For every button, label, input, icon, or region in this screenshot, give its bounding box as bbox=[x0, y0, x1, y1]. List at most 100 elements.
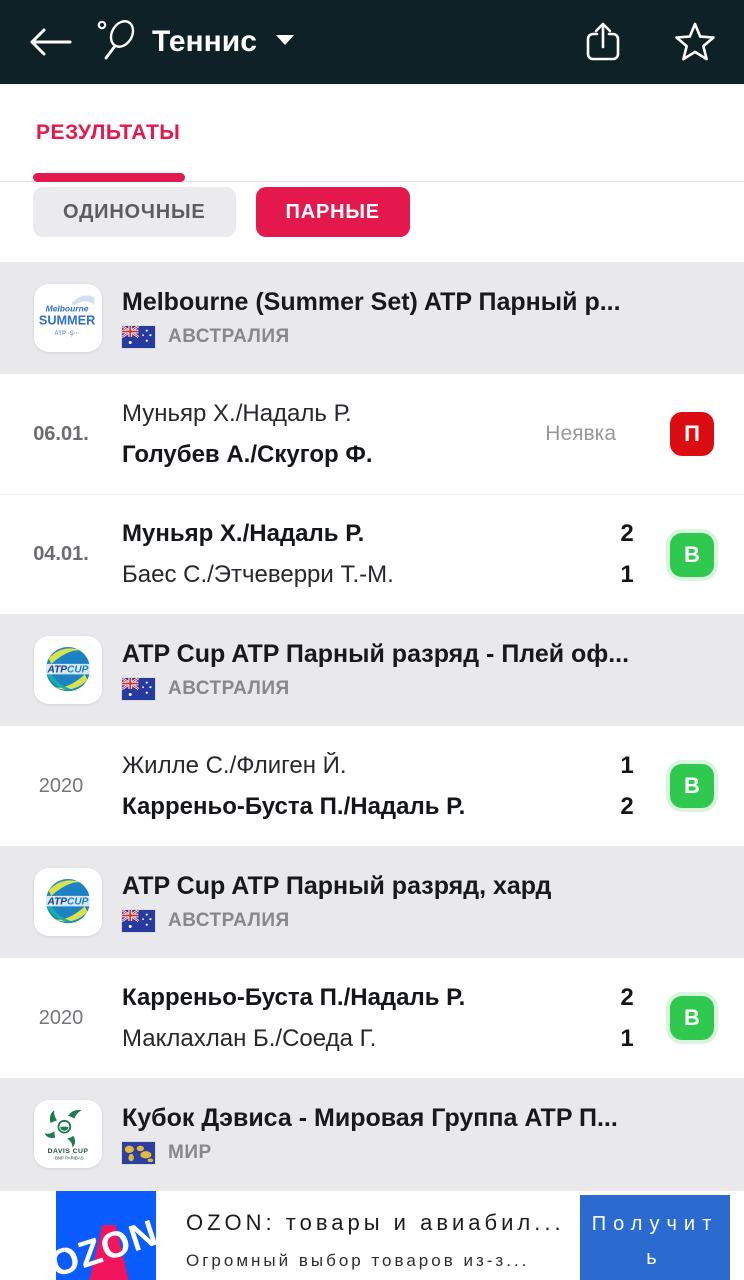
back-arrow-icon bbox=[30, 28, 72, 56]
country-flag bbox=[122, 1142, 155, 1164]
match-status: Неявка bbox=[545, 422, 616, 445]
ozon-logo-text: OZON bbox=[56, 1211, 156, 1280]
tournament-logo: DAVIS CUP · BNP PARIBAS bbox=[34, 1100, 102, 1168]
tennis-racket-icon bbox=[94, 17, 140, 68]
country-flag bbox=[122, 678, 155, 700]
score: 2 bbox=[620, 792, 634, 820]
match-teams: Муньяр Х./Надаль Р. Баес С./Этчеверри Т.… bbox=[122, 520, 610, 589]
tournament-title: Melbourne (Summer Set) ATP Парный р... bbox=[122, 288, 621, 316]
share-button[interactable] bbox=[584, 21, 622, 63]
score: 1 bbox=[620, 751, 634, 779]
tournament-logo: Melbourne SUMMER ATP ·Ş··· bbox=[34, 284, 102, 352]
score: 2 bbox=[620, 983, 634, 1011]
match-scores: 2 1 bbox=[610, 520, 644, 589]
tab-results[interactable]: РЕЗУЛЬТАТЫ bbox=[33, 84, 185, 182]
svg-text:ATPCUP: ATPCUP bbox=[47, 665, 89, 676]
tournament-logo: ATPCUP bbox=[34, 868, 102, 936]
australia-flag-icon bbox=[122, 678, 155, 700]
team-name: Голубев А./Скугор Ф. bbox=[122, 440, 373, 468]
tournament-header[interactable]: Melbourne SUMMER ATP ·Ş··· Melbourne (Su… bbox=[0, 262, 744, 374]
tournament-country: МИР bbox=[168, 1142, 212, 1163]
star-icon bbox=[675, 22, 715, 61]
top-bar: Теннис bbox=[0, 0, 744, 84]
tournament-title: ATP Cup ATP Парный разряд - Плей оф... bbox=[122, 640, 630, 668]
filter-singles[interactable]: ОДИНОЧНЫЕ bbox=[33, 187, 236, 237]
team-name: Карреньо-Буста П./Надаль Р. bbox=[122, 792, 466, 820]
share-icon bbox=[586, 22, 620, 61]
match-row[interactable]: 2020 Карреньо-Буста П./Надаль Р. Маклахл… bbox=[0, 958, 744, 1078]
match-date: 2020 bbox=[38, 774, 84, 797]
atp-cup-logo: ATPCUP bbox=[45, 647, 91, 692]
filter-chips: ОДИНОЧНЫЕ ПАРНЫЕ bbox=[0, 182, 744, 262]
tournament-country: АВСТРАЛИЯ bbox=[168, 678, 290, 699]
tournament-subtitle: АВСТРАЛИЯ bbox=[122, 326, 710, 348]
score: 1 bbox=[620, 1024, 634, 1052]
ad-subtitle: Огромный выбор товаров из-з... bbox=[186, 1251, 530, 1270]
match-teams: Карреньо-Буста П./Надаль Р. Маклахлан Б.… bbox=[122, 984, 610, 1053]
melbourne-summer-logo: Melbourne SUMMER ATP ·Ş··· bbox=[39, 295, 95, 337]
active-tab-underline bbox=[33, 173, 185, 182]
tournament-subtitle: МИР bbox=[122, 1142, 710, 1164]
world-flag-icon bbox=[122, 1142, 155, 1164]
match-scores: 1 2 bbox=[610, 752, 644, 821]
svg-text:ATPCUP: ATPCUP bbox=[47, 897, 89, 908]
tab-results-label: РЕЗУЛЬТАТЫ bbox=[36, 120, 181, 144]
match-date: 04.01. bbox=[33, 543, 89, 565]
favorite-button[interactable] bbox=[674, 21, 716, 63]
result-badge: П bbox=[670, 412, 714, 456]
score: 1 bbox=[620, 561, 634, 588]
results-list: Melbourne SUMMER ATP ·Ş··· Melbourne (Su… bbox=[0, 262, 744, 1190]
team-name: Баес С./Этчеверри Т.-М. bbox=[122, 561, 394, 588]
tournament-subtitle: АВСТРАЛИЯ bbox=[122, 678, 710, 700]
match-teams: Муньяр Х./Надаль Р. Голубев А./Скугор Ф. bbox=[122, 400, 545, 469]
tournament-header[interactable]: ATPCUP ATP Cup ATP Парный разряд, хард А… bbox=[0, 846, 744, 958]
result-badge: В bbox=[670, 764, 714, 808]
tournament-logo: ATPCUP bbox=[34, 636, 102, 704]
tournament-info: Melbourne (Summer Set) ATP Парный р... А… bbox=[122, 288, 710, 348]
match-row[interactable]: 2020 Жилле С./Флиген Й. Карреньо-Буста П… bbox=[0, 726, 744, 846]
country-flag bbox=[122, 326, 155, 348]
chevron-down-icon[interactable] bbox=[273, 33, 297, 52]
score: 2 bbox=[620, 520, 634, 547]
filter-doubles[interactable]: ПАРНЫЕ bbox=[255, 187, 410, 237]
match-date: 2020 bbox=[38, 1006, 84, 1029]
tournament-subtitle: АВСТРАЛИЯ bbox=[122, 910, 710, 932]
ad-banner[interactable]: OZON OZON: товары и авиабил... Огромный … bbox=[0, 1190, 744, 1280]
team-name: Муньяр Х./Надаль Р. bbox=[122, 520, 365, 547]
tab-bar: РЕЗУЛЬТАТЫ bbox=[0, 84, 744, 182]
page-title: Теннис bbox=[152, 25, 257, 58]
result-badge: В bbox=[670, 996, 714, 1040]
tournament-header[interactable]: DAVIS CUP · BNP PARIBAS Кубок Дэвиса - М… bbox=[0, 1078, 744, 1190]
team-name: Муньяр Х./Надаль Р. bbox=[122, 399, 352, 427]
atp-cup-logo: ATPCUP bbox=[45, 879, 91, 924]
svg-text:· BNP PARIBAS: · BNP PARIBAS bbox=[52, 1156, 83, 1161]
team-name: Маклахлан Б./Соеда Г. bbox=[122, 1024, 377, 1052]
ad-text: OZON: товары и авиабил... Огромный выбор… bbox=[186, 1210, 566, 1271]
tournament-title: Кубок Дэвиса - Мировая Группа ATP П... bbox=[122, 1104, 618, 1132]
match-row[interactable]: 04.01. Муньяр Х./Надаль Р. Баес С./Этчев… bbox=[0, 494, 744, 614]
back-button[interactable] bbox=[28, 26, 72, 58]
ad-title: OZON: товары и авиабил... bbox=[186, 1210, 565, 1235]
tournament-info: Кубок Дэвиса - Мировая Группа ATP П... М… bbox=[122, 1104, 710, 1164]
match-scores: 2 1 bbox=[610, 984, 644, 1053]
match-teams: Жилле С./Флиген Й. Карреньо-Буста П./Над… bbox=[122, 752, 610, 821]
tournament-info: ATP Cup ATP Парный разряд, хард АВСТРАЛИ… bbox=[122, 872, 710, 932]
tournament-country: АВСТРАЛИЯ bbox=[168, 910, 290, 931]
tournament-header[interactable]: ATPCUP ATP Cup ATP Парный разряд - Плей … bbox=[0, 614, 744, 726]
match-row[interactable]: 06.01. Муньяр Х./Надаль Р. Голубев А./Ск… bbox=[0, 374, 744, 494]
svg-text:ATP ·Ş···: ATP ·Ş··· bbox=[54, 330, 80, 337]
tournament-title: ATP Cup ATP Парный разряд, хард bbox=[122, 872, 552, 900]
team-name: Жилле С./Флиген Й. bbox=[122, 751, 347, 779]
australia-flag-icon bbox=[122, 326, 155, 348]
match-date: 06.01. bbox=[33, 422, 89, 445]
ozon-logo: OZON bbox=[56, 1190, 156, 1280]
result-badge: В bbox=[670, 532, 714, 577]
davis-cup-logo: DAVIS CUP · BNP PARIBAS bbox=[44, 1109, 89, 1161]
tournament-info: ATP Cup ATP Парный разряд - Плей оф... А… bbox=[122, 640, 710, 700]
australia-flag-icon bbox=[122, 910, 155, 932]
svg-text:SUMMER: SUMMER bbox=[39, 314, 95, 328]
svg-text:DAVIS CUP: DAVIS CUP bbox=[48, 1148, 89, 1155]
ad-cta-button[interactable]: Получить bbox=[580, 1194, 730, 1280]
team-name: Карреньо-Буста П./Надаль Р. bbox=[122, 983, 466, 1011]
